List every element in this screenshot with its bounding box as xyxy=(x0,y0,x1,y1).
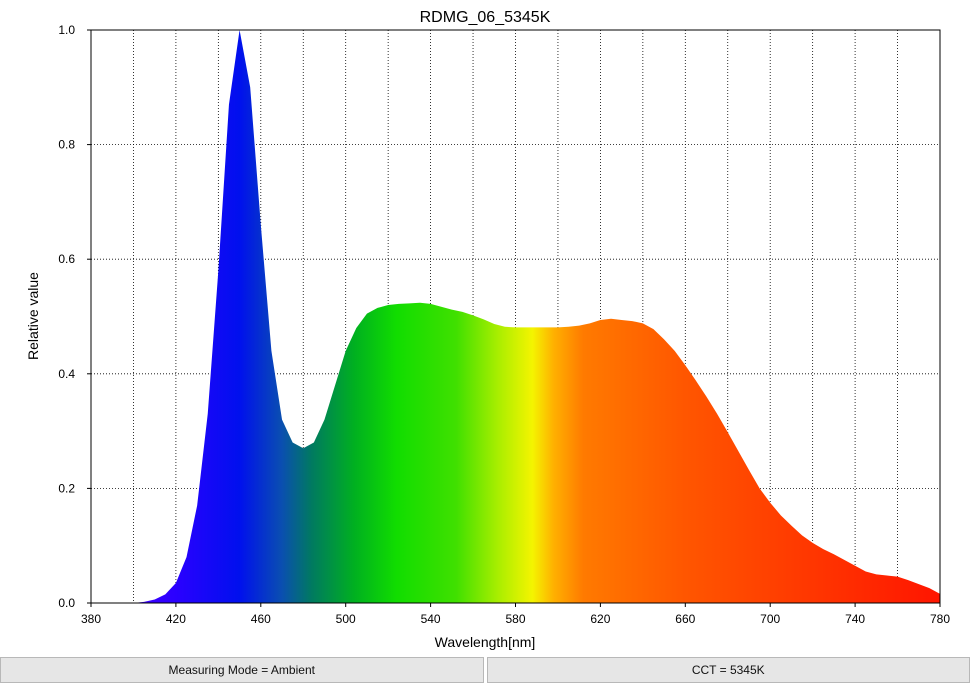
x-axis-ticks: 380 420 460 500 540 580 620 660 700 740 780 xyxy=(81,603,950,626)
x-tick-label: 500 xyxy=(336,612,356,626)
y-axis-label: Relative value xyxy=(25,272,41,360)
spectrum-area xyxy=(133,30,940,603)
x-tick-label: 420 xyxy=(166,612,186,626)
measuring-mode-status: Measuring Mode = Ambient xyxy=(0,657,484,683)
y-tick-label: 0.6 xyxy=(58,252,75,266)
y-axis-ticks: 0.0 0.2 0.4 0.6 0.8 1.0 xyxy=(58,23,91,610)
y-tick-label: 0.0 xyxy=(58,596,75,610)
y-tick-label: 0.2 xyxy=(58,481,75,495)
y-tick-label: 0.8 xyxy=(58,138,75,152)
x-tick-label: 460 xyxy=(251,612,271,626)
cct-status: CCT = 5345K xyxy=(486,657,970,683)
spectrum-chart: RDMG_06_5345K 380 420 460 500 540 580 620 660 70… xyxy=(25,9,950,650)
x-axis-label: Wavelength[nm] xyxy=(435,634,536,650)
x-tick-label: 540 xyxy=(421,612,441,626)
chart-title: RDMG_06_5345K xyxy=(420,9,551,26)
x-tick-label: 660 xyxy=(675,612,695,626)
x-tick-label: 380 xyxy=(81,612,101,626)
x-tick-label: 620 xyxy=(590,612,610,626)
status-bar: Measuring Mode = Ambient CCT = 5345K xyxy=(0,657,970,683)
y-tick-label: 0.4 xyxy=(58,367,75,381)
y-tick-label: 1.0 xyxy=(58,23,75,37)
x-tick-label: 740 xyxy=(845,612,865,626)
x-tick-label: 780 xyxy=(930,612,950,626)
x-tick-label: 580 xyxy=(505,612,525,626)
x-tick-label: 700 xyxy=(760,612,780,626)
